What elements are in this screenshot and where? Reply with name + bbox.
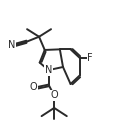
Text: N: N bbox=[8, 40, 16, 50]
Text: O: O bbox=[30, 81, 37, 91]
Text: F: F bbox=[87, 53, 93, 63]
Text: N: N bbox=[45, 65, 52, 75]
Text: O: O bbox=[51, 90, 59, 100]
